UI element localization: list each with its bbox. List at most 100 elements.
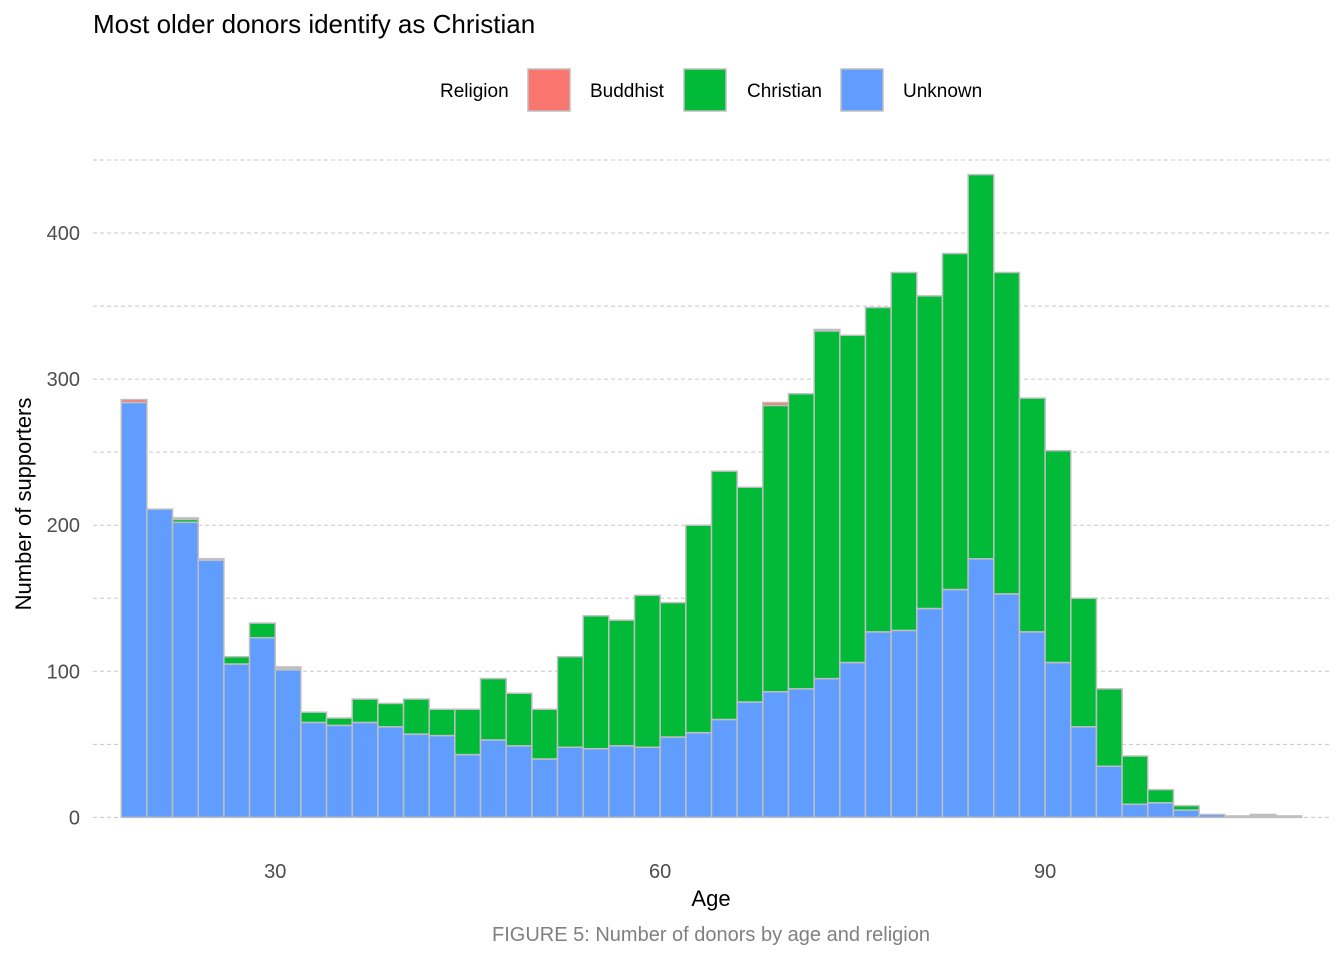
bar-unknown-age-103: [1198, 813, 1226, 819]
bar-buddhist-age-73: [813, 328, 841, 332]
bar-unknown-age-31: [274, 669, 302, 819]
bar-unknown-age-19: [120, 401, 148, 819]
bar-christian-age-39: [377, 702, 405, 728]
bar-unknown-age-59: [633, 746, 661, 819]
bar-buddhist-age-23: [171, 517, 199, 521]
bar-christian-age-43: [428, 708, 456, 737]
bar-unknown-age-49: [505, 745, 533, 819]
legend-key-unknown: [840, 68, 884, 112]
bar-unknown-age-55: [582, 747, 610, 819]
bar-unknown-age-93: [1070, 726, 1098, 819]
bar-unknown-age-83: [941, 588, 969, 819]
y-tick-label: 300: [47, 369, 80, 391]
bar-christian-age-69: [762, 404, 790, 693]
bar-unknown-age-75: [839, 661, 867, 819]
bar-christian-age-65: [710, 470, 738, 721]
bar-buddhist-age-25: [197, 558, 225, 562]
bar-unknown-age-63: [685, 731, 713, 819]
bar-unknown-age-33: [300, 721, 328, 819]
bar-unknown-age-97: [1121, 803, 1149, 819]
y-axis-title: Number of supporters: [11, 398, 36, 611]
bar-unknown-age-77: [864, 631, 892, 819]
bar-christian-age-49: [505, 692, 533, 747]
legend-key-buddhist: [527, 68, 571, 112]
bar-christian-age-99: [1147, 788, 1175, 804]
bar-unknown-age-43: [428, 734, 456, 819]
bar-christian-age-33: [300, 711, 328, 724]
bar-unknown-age-81: [916, 607, 944, 819]
bar-christian-age-45: [454, 708, 482, 756]
bar-christian-age-41: [402, 698, 430, 735]
bar-christian-age-91: [1044, 449, 1072, 664]
bar-unknown-age-23: [171, 521, 199, 819]
bar-unknown-age-29: [248, 636, 276, 819]
bar-unknown-age-37: [351, 721, 379, 819]
x-tick-label: 90: [1034, 861, 1056, 883]
bar-unknown-age-61: [659, 736, 687, 819]
bar-unknown-age-65: [710, 718, 738, 819]
bar-christian-age-63: [685, 524, 713, 734]
legend-title: Religion: [440, 81, 509, 102]
bar-christian-age-81: [916, 295, 944, 610]
bar-christian-age-35: [325, 717, 353, 727]
bar-christian-age-75: [839, 334, 867, 664]
bar-christian-age-107: [1249, 813, 1277, 817]
bar-unknown-age-45: [454, 753, 482, 819]
bar-christian-age-47: [479, 677, 507, 741]
bar-christian-age-37: [351, 698, 379, 724]
bar-christian-age-77: [864, 306, 892, 633]
bar-christian-age-101: [1172, 804, 1200, 811]
x-tick-label: 30: [264, 861, 286, 883]
bar-christian-age-83: [941, 252, 969, 591]
bar-buddhist-age-69: [762, 401, 790, 407]
x-tick-label: 60: [649, 861, 671, 883]
x-axis-ticks: 30 60 90: [264, 861, 1056, 883]
bar-unknown-age-51: [531, 758, 559, 819]
bar-buddhist-age-31: [274, 666, 302, 670]
bar-unknown-age-67: [736, 701, 764, 819]
bar-christian-age-55: [582, 615, 610, 750]
x-axis-title: Age: [691, 886, 730, 911]
bar-christian-age-79: [890, 271, 918, 632]
bar-unknown-age-105: [1224, 815, 1252, 819]
bar-unknown-age-79: [890, 629, 918, 819]
bar-unknown-age-53: [556, 746, 584, 819]
bar-christian-age-95: [1095, 688, 1123, 768]
bar-christian-age-53: [556, 655, 584, 749]
bar-christian-age-29: [248, 622, 276, 639]
bar-unknown-age-21: [146, 508, 174, 819]
bar-christian-age-27: [223, 655, 251, 665]
chart-title: Most older donors identify as Christian: [93, 9, 535, 39]
bar-christian-age-97: [1121, 755, 1149, 805]
bar-christian-age-71: [787, 392, 815, 690]
y-tick-label: 0: [69, 807, 80, 829]
y-axis-ticks: 0 100 200 300 400: [47, 223, 80, 829]
bar-buddhist-age-19: [120, 398, 148, 404]
bar-unknown-age-39: [377, 726, 405, 819]
bars: [120, 173, 1303, 819]
bar-christian-age-59: [633, 594, 661, 749]
legend-label-christian: Christian: [747, 81, 822, 102]
bar-christian-age-87: [993, 271, 1021, 595]
bar-unknown-age-47: [479, 739, 507, 819]
bar-unknown-age-91: [1044, 661, 1072, 819]
bar-unknown-age-27: [223, 663, 251, 819]
bar-christian-age-93: [1070, 597, 1098, 728]
bar-unknown-age-25: [197, 559, 225, 819]
bar-unknown-age-95: [1095, 765, 1123, 819]
bar-unknown-age-89: [1018, 631, 1046, 819]
bar-unknown-age-85: [967, 558, 995, 819]
bar-christian-age-61: [659, 601, 687, 738]
y-tick-label: 400: [47, 223, 80, 245]
bar-unknown-age-71: [787, 688, 815, 819]
bar-unknown-age-57: [608, 745, 636, 819]
bar-christian-age-67: [736, 486, 764, 703]
y-tick-label: 200: [47, 515, 80, 537]
bar-christian-age-85: [967, 173, 995, 560]
legend-key-christian: [683, 68, 727, 112]
legend-label-buddhist: Buddhist: [590, 81, 665, 102]
y-tick-label: 100: [47, 661, 80, 683]
bar-christian-age-89: [1018, 397, 1046, 633]
bar-unknown-age-69: [762, 691, 790, 819]
